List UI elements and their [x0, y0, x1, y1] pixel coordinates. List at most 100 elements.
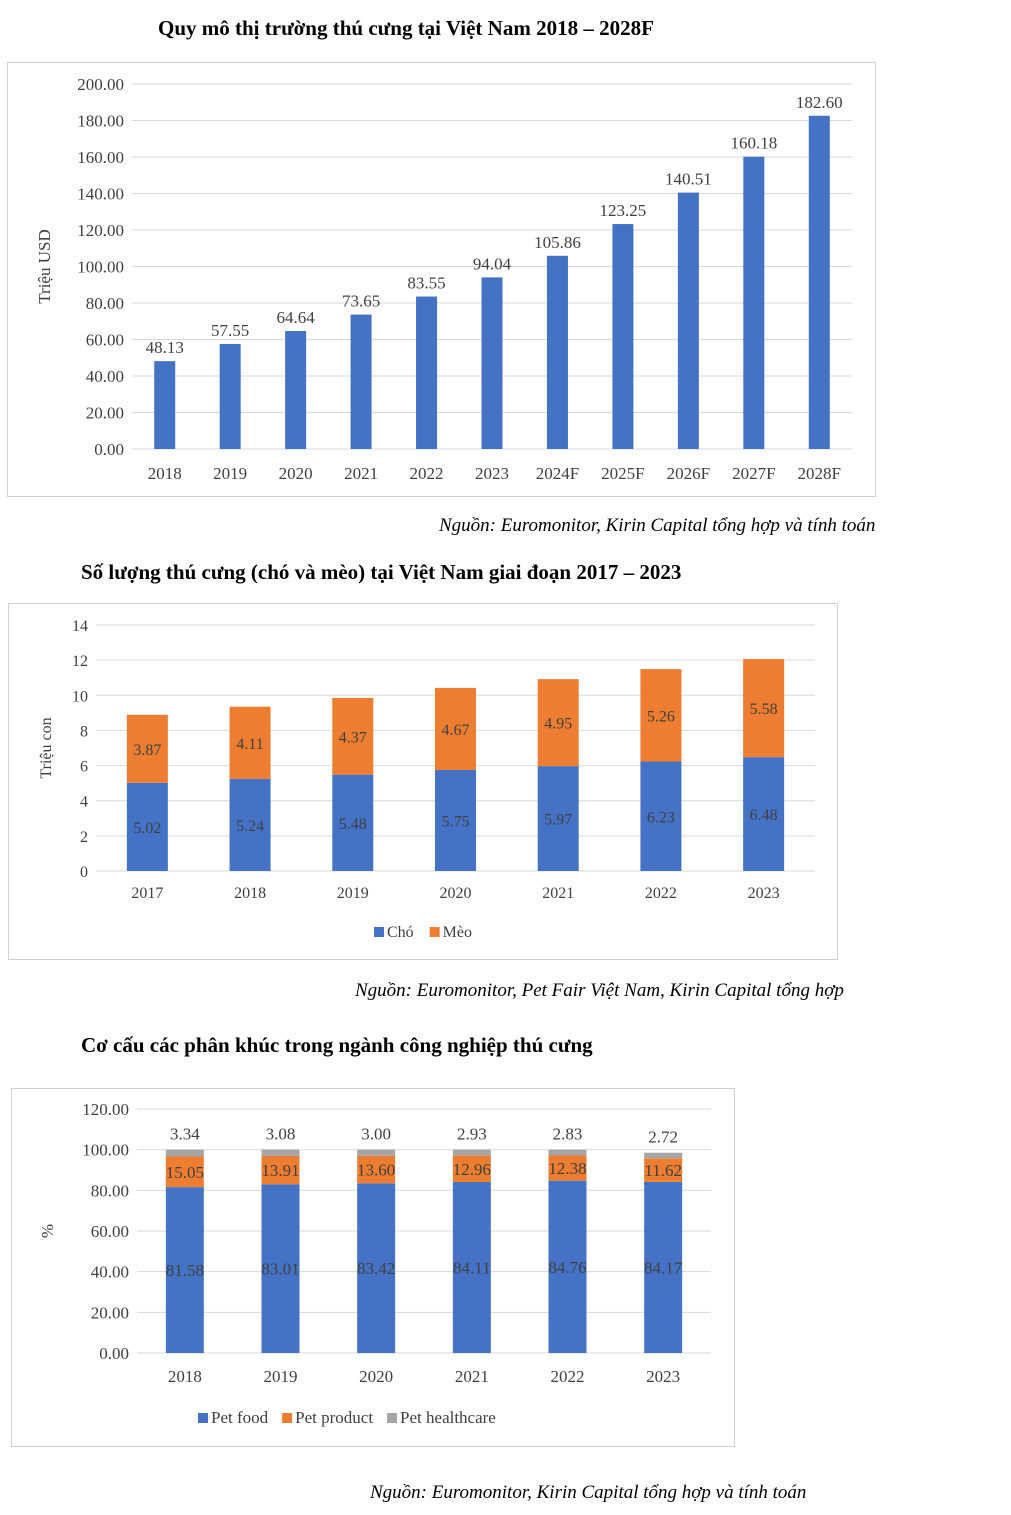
chart1-bar	[154, 361, 176, 449]
chart1-xtick-label: 2027F	[732, 464, 775, 483]
chart1-ytick-label: 140.00	[77, 185, 124, 204]
chart3-bar	[548, 1149, 587, 1156]
chart3-data-label: 83.01	[261, 1260, 299, 1279]
chart1-bar	[481, 277, 503, 449]
chart3-ytick-label: 20.00	[91, 1303, 129, 1322]
chart3-title: Cơ cấu các phân khúc trong ngành công ng…	[81, 1033, 593, 1057]
chart3-data-label: 81.58	[166, 1261, 204, 1280]
chart1-xtick-label: 2025F	[601, 464, 644, 483]
chart2-ytick-label: 14	[72, 618, 88, 635]
chart3-data-label: 2.93	[457, 1125, 487, 1144]
chart3-data-label: 3.00	[361, 1125, 391, 1144]
chart1-xtick-label: 2021	[344, 464, 378, 483]
chart3-bar	[644, 1152, 683, 1159]
chart1-xtick-label: 2026F	[667, 464, 710, 483]
chart2-data-label: 6.48	[750, 807, 778, 824]
chart1-data-label: 160.18	[730, 134, 777, 153]
chart3-xtick-label: 2023	[646, 1367, 680, 1386]
chart1-ytick-label: 200.00	[77, 75, 124, 94]
chart3-data-label: 84.76	[548, 1258, 586, 1277]
chart3-legend-label: Pet food	[211, 1408, 269, 1427]
chart3-data-label: 2.83	[553, 1125, 583, 1144]
chart3-ytick-label: 80.00	[91, 1181, 129, 1200]
chart2-data-label: 4.67	[442, 722, 470, 739]
chart1-ytick-label: 60.00	[86, 331, 124, 350]
chart2-title: Số lượng thú cưng (chó và mèo) tại Việt …	[81, 560, 682, 584]
chart3-xtick-label: 2018	[168, 1367, 202, 1386]
chart1-ytick-label: 120.00	[77, 221, 124, 240]
chart3-xtick-label: 2020	[359, 1367, 393, 1386]
chart1-bar	[808, 115, 830, 449]
chart1-xtick-label: 2018	[148, 464, 182, 483]
chart3-ytick-label: 120.00	[82, 1100, 129, 1119]
chart1-bar	[219, 343, 241, 449]
chart1-data-label: 105.86	[534, 233, 581, 252]
chart2-bar	[332, 697, 374, 775]
chart3-ylabel: %	[38, 1224, 57, 1238]
chart1-xtick-label: 2024F	[536, 464, 579, 483]
chart2-bar	[229, 778, 271, 871]
chart3-legend-label: Pet healthcare	[400, 1408, 496, 1427]
chart1-ytick-label: 0.00	[94, 440, 124, 459]
chart1-ytick-label: 40.00	[86, 367, 124, 386]
chart2-data-label: 5.26	[647, 708, 675, 725]
chart3-bar	[644, 1181, 683, 1353]
chart3-data-label: 84.17	[644, 1258, 683, 1277]
chart1-data-label: 123.25	[600, 201, 647, 220]
chart3-data-label: 13.91	[261, 1161, 299, 1180]
chart1-bar	[350, 314, 372, 449]
chart2-ytick-label: 12	[72, 653, 88, 670]
chart2-ytick-label: 6	[80, 759, 88, 776]
chart2-xtick-label: 2017	[131, 885, 163, 902]
chart2-data-label: 3.87	[133, 742, 161, 759]
chart2-bar	[332, 774, 374, 871]
chart2-bar	[435, 769, 476, 871]
chart1-data-label: 94.04	[473, 254, 512, 273]
chart3-bar	[165, 1149, 204, 1157]
chart1-xtick-label: 2020	[279, 464, 313, 483]
chart3-legend-swatch	[282, 1413, 293, 1423]
chart1-ytick-label: 20.00	[86, 404, 124, 423]
chart3-bar	[357, 1183, 396, 1353]
chart2-legend-label: Mèo	[443, 924, 472, 941]
chart2-bar	[435, 687, 476, 770]
chart3-data-label: 15.05	[166, 1163, 204, 1182]
chart2-data-label: 5.97	[544, 812, 572, 829]
chart3-legend-label: Pet product	[295, 1408, 373, 1427]
chart2-legend-swatch	[429, 927, 440, 937]
chart3-bar	[548, 1155, 587, 1181]
chart2-data-label: 4.11	[236, 736, 263, 753]
chart3-bar	[452, 1149, 491, 1156]
chart1-bar	[546, 255, 568, 449]
chart3-bar	[261, 1149, 300, 1156]
chart1-frame	[7, 62, 876, 497]
chart3-bar	[165, 1156, 204, 1188]
chart1-bar	[677, 192, 699, 449]
chart2-data-label: 5.02	[133, 820, 161, 837]
chart1-ylabel: Triệu USD	[35, 229, 54, 303]
chart2-bar	[640, 669, 682, 762]
chart2-xtick-label: 2019	[337, 885, 369, 902]
chart3-xtick-label: 2021	[455, 1367, 489, 1386]
chart3-bar	[548, 1180, 587, 1353]
chart2-xtick-label: 2020	[440, 885, 472, 902]
chart2-xtick-label: 2021	[542, 885, 574, 902]
chart2-bar	[537, 766, 579, 871]
chart1-bar	[285, 331, 307, 449]
chart1-ytick-label: 80.00	[86, 294, 124, 313]
chart3-bar	[261, 1184, 300, 1353]
chart1-ytick-label: 180.00	[77, 112, 124, 131]
chart1-xtick-label: 2022	[410, 464, 444, 483]
chart2-bar	[126, 714, 168, 783]
chart3-bar	[452, 1155, 491, 1182]
chart2-data-label: 5.24	[236, 818, 264, 835]
chart2-data-label: 5.75	[442, 813, 470, 830]
chart3-ytick-label: 60.00	[91, 1222, 129, 1241]
chart1-data-label: 83.55	[407, 274, 445, 293]
chart2-ylabel: Triệu con	[38, 717, 55, 778]
chart3-bar	[644, 1158, 683, 1182]
chart3-ytick-label: 40.00	[91, 1263, 129, 1282]
